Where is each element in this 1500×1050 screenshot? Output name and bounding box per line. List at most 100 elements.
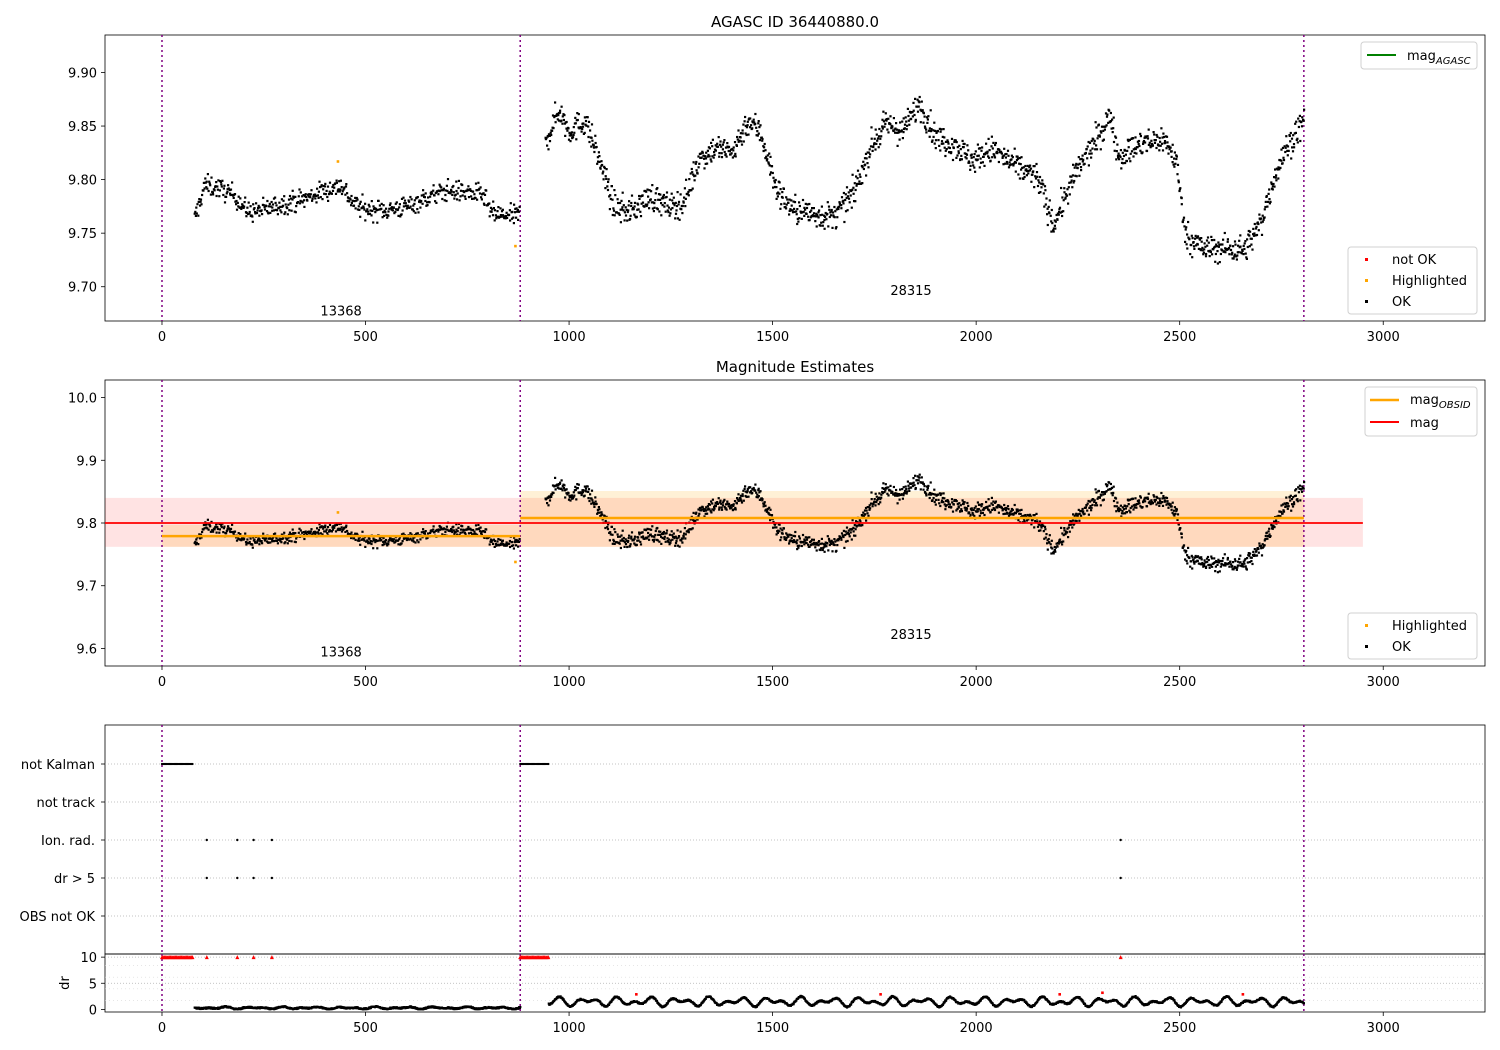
ok-point [994,143,997,147]
ok-point [474,182,478,185]
ok-point [365,540,368,543]
ok-point [1166,141,1169,144]
ok-point [254,541,257,544]
ok-points [193,473,1306,574]
ok-point [1160,491,1163,495]
ok-point [1095,144,1098,147]
ok-point [845,186,849,189]
ok-point [901,488,904,491]
ok-point [785,207,788,210]
ok-point [597,511,600,514]
ok-point [973,507,976,510]
ok-point [197,200,200,203]
ok-point [488,215,491,218]
ok-point [637,536,640,539]
ok-point [1192,558,1195,561]
ok-point [1005,506,1008,510]
ok-point [663,535,666,538]
ok-point [1076,167,1079,170]
ok-point [1291,146,1294,149]
ok-point [911,484,914,488]
ok-point [1195,236,1198,239]
ok-point [883,125,886,128]
ok-point [616,198,619,201]
ok-point [1223,563,1226,567]
ok-point [1115,150,1118,153]
ok-point [1125,159,1128,163]
ok-point [1112,116,1115,119]
ok-point [467,532,471,535]
ok-point [828,208,831,211]
ok-point [741,129,744,132]
ok-point [927,115,930,118]
ok-point [720,152,723,155]
ok-point [931,139,934,142]
ok-point [1239,554,1242,557]
ok-point [897,129,900,132]
ok-point [472,197,475,200]
ok-point [831,226,834,229]
ok-point [916,98,919,101]
ok-point [1255,549,1258,552]
ok-point [508,213,511,216]
ok-point [1267,530,1270,533]
x-tick-label: 2000 [960,330,993,345]
ok-point [988,509,991,512]
ok-point [517,545,520,548]
ok-point [1210,239,1213,242]
ok-point [880,130,883,133]
ok-point [987,155,990,158]
ok-point [1287,505,1290,508]
ok-point [1104,125,1107,128]
ok-point [1227,248,1230,251]
ok-point [1060,526,1063,529]
ok-point [1108,109,1111,112]
ok-point [663,205,666,208]
ok-point [1109,482,1112,486]
ok-point [674,544,677,547]
ok-point [1142,141,1145,144]
ok-point [870,491,873,494]
ok-point [1137,499,1141,502]
ok-point [877,146,880,149]
legend-subscript: AGASC [1435,56,1471,67]
ok-point [641,201,645,204]
ok-point [627,540,630,543]
ok-point [233,530,237,533]
ok-point [622,204,625,207]
ok-point [603,165,606,168]
ok-point [349,198,352,201]
ok-point [569,499,572,502]
ok-point [1075,512,1078,515]
ok-point [1043,537,1046,540]
ok-point [483,203,486,206]
highlighted-point [336,160,340,163]
ok-point [861,182,864,185]
ok-point [790,540,793,543]
ok-point [318,523,321,526]
ok-point [1274,176,1277,179]
ok-point [402,532,405,535]
ok-point [412,540,415,543]
ok-point [1054,227,1057,230]
ok-point [693,175,696,178]
ok-point [1187,220,1190,224]
ok-point [216,185,219,188]
ok-point [1044,528,1047,531]
ok-point [1033,165,1036,168]
ok-point [397,214,400,217]
ok-point [1254,227,1258,230]
ok-point [474,532,477,535]
ok-point [624,543,628,546]
ok-point [258,543,261,546]
ok-point [611,533,614,536]
ok-point [1242,253,1245,256]
ok-point [1006,162,1009,165]
ok-point [1046,207,1049,210]
ok-point [209,530,212,533]
ok-point [812,212,816,215]
ok-point [334,530,338,533]
ok-point [554,121,557,124]
ok-point [422,530,425,533]
ok-point [623,211,626,214]
